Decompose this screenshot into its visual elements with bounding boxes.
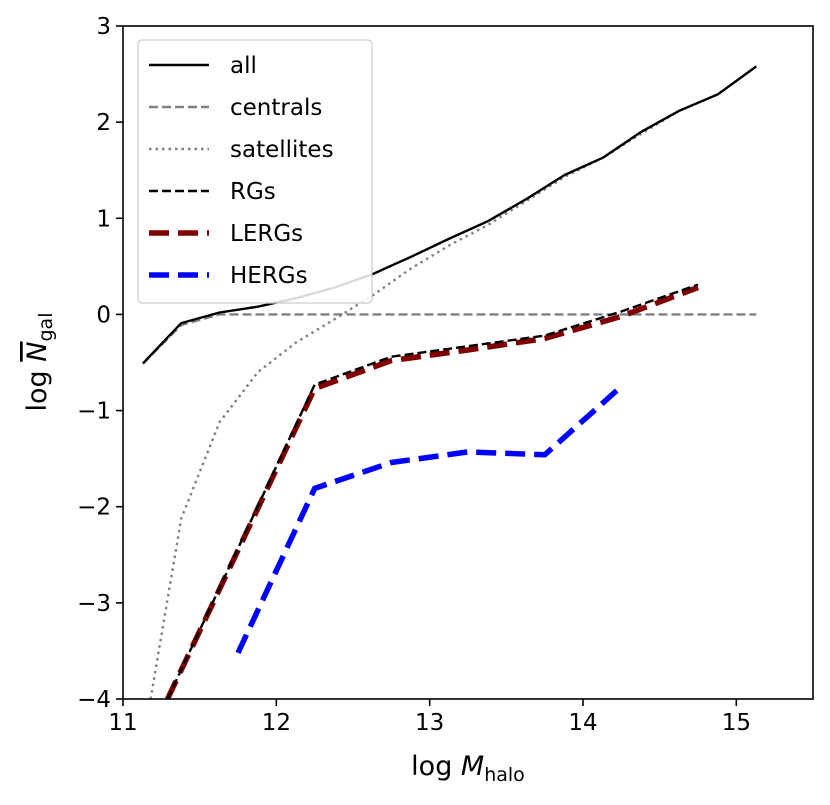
legend-label-all: all: [230, 53, 257, 79]
legend-box: [137, 39, 373, 304]
y-tick-label: 1: [96, 206, 111, 232]
x-tick-label: 15: [722, 710, 751, 736]
legend-label-rgs: RGs: [230, 179, 276, 205]
y-axis-label: log Ngal: [22, 313, 57, 412]
y-tick-label: −2: [77, 495, 111, 521]
legend-label-lergs: LERGs: [230, 221, 303, 247]
legend-label-hergs: HERGs: [230, 263, 308, 289]
series-line-all: [142, 65, 758, 365]
series-layer: [142, 65, 758, 699]
y-tick-label: 3: [96, 14, 111, 40]
y-tick-label: −1: [77, 399, 111, 425]
plot-frame: [122, 25, 814, 700]
legend-label-centrals: centrals: [230, 95, 322, 121]
x-tick-label: 14: [568, 710, 597, 736]
x-tick-label: 11: [108, 710, 137, 736]
y-tick-label: −4: [77, 687, 111, 713]
y-tick-label: 0: [96, 302, 111, 328]
legend: all centrals satellites RGs LERGs HERGs: [137, 39, 373, 304]
series-line-rgs: [166, 283, 699, 699]
y-tick-label: −3: [77, 591, 111, 617]
series-line-hergs: [235, 384, 624, 655]
x-tick-label: 13: [415, 710, 444, 736]
y-tick-label: 2: [96, 110, 111, 136]
x-tick-label: 12: [262, 710, 291, 736]
series-line-lergs: [165, 284, 699, 699]
legend-label-satellites: satellites: [230, 137, 334, 163]
series-line-satellites: [149, 65, 758, 699]
series-line-centrals: [142, 313, 757, 365]
x-axis-label: log Mhalo: [411, 751, 525, 786]
